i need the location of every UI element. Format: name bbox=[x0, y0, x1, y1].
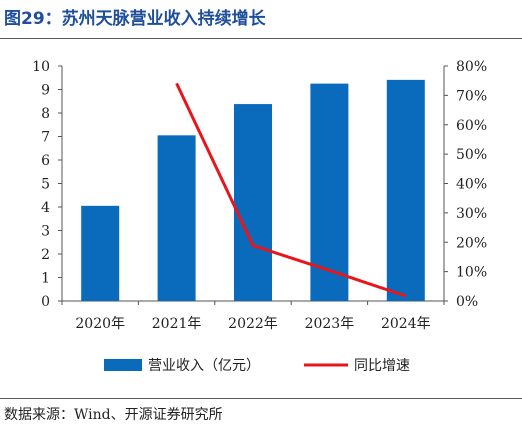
revenue-bar bbox=[310, 83, 349, 301]
y-right-tick-label: 30% bbox=[456, 206, 487, 222]
y-left-tick-label: 5 bbox=[41, 177, 50, 193]
revenue-bar bbox=[386, 79, 425, 302]
y-right-tick-label: 20% bbox=[456, 235, 487, 251]
x-tick-label: 2022年 bbox=[228, 316, 278, 332]
source-rule bbox=[0, 398, 522, 399]
bar-series bbox=[81, 79, 425, 302]
x-tick-labels: 2020年 2021年 2022年 2023年 2024年 bbox=[75, 316, 430, 332]
x-tick-label: 2024年 bbox=[381, 316, 431, 332]
source-note: 数据来源：Wind、开源证券研究所 bbox=[4, 407, 223, 423]
y-right-tick-label: 70% bbox=[456, 88, 487, 104]
growth-line bbox=[175, 82, 407, 298]
revenue-bar bbox=[234, 104, 272, 301]
y-left-tick-labels: 0 1 2 3 4 5 6 7 8 9 10 bbox=[32, 59, 50, 310]
y-right-tick-label: 50% bbox=[456, 147, 487, 163]
y-left-tick-label: 0 bbox=[41, 294, 50, 310]
y-left-tick-label: 2 bbox=[41, 247, 50, 263]
y-right-tick-label: 10% bbox=[456, 265, 487, 281]
legend-swatch-revenue bbox=[104, 359, 142, 371]
line-series bbox=[175, 82, 407, 298]
x-tick-label: 2021年 bbox=[152, 316, 202, 332]
revenue-bar bbox=[81, 205, 120, 301]
y-left-tick-label: 10 bbox=[32, 59, 50, 75]
x-tick-label: 2020年 bbox=[75, 316, 125, 332]
y-right-tick-label: 0% bbox=[456, 294, 478, 310]
y-right-tick-label: 80% bbox=[456, 59, 487, 75]
y-left-tick-label: 9 bbox=[41, 83, 50, 99]
legend-label-growth: 同比增速 bbox=[354, 358, 410, 374]
y-left-tick-label: 4 bbox=[41, 200, 50, 216]
y-left-tick-label: 8 bbox=[41, 106, 50, 122]
legend-label-revenue: 营业收入（亿元） bbox=[148, 358, 260, 374]
y-right-tick-label: 60% bbox=[456, 118, 487, 134]
figure-title: 图29：苏州天脉营业收入持续增长 bbox=[4, 9, 266, 29]
chart: 2020年 2021年 2022年 2023年 2024年 0 1 2 3 4 5 6 7 8 9 10 0… bbox=[32, 59, 487, 374]
y-left-tick-label: 1 bbox=[41, 271, 50, 287]
y-right-tick-labels: 0% 10% 20% 30% 40% 50% 60% 70% 80% bbox=[456, 59, 487, 310]
legend: 营业收入（亿元） 同比增速 bbox=[104, 358, 410, 374]
y-right-tick-label: 40% bbox=[456, 177, 487, 193]
y-left-tick-label: 6 bbox=[41, 153, 50, 169]
y-left-tick-label: 3 bbox=[41, 224, 50, 240]
x-tick-label: 2023年 bbox=[305, 316, 355, 332]
y-left-tick-label: 7 bbox=[41, 130, 50, 146]
title-rule bbox=[0, 38, 522, 39]
revenue-bar bbox=[157, 135, 196, 301]
